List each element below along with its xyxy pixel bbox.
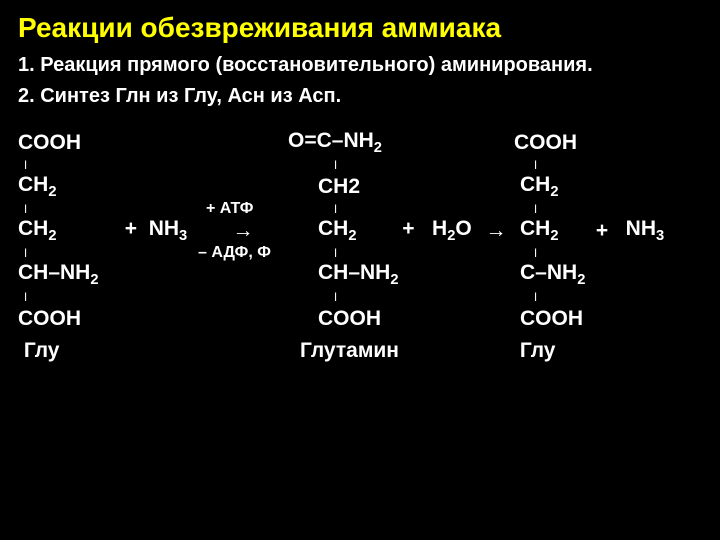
- reaction-row-3: CH2 CH2 CH2: [18, 172, 702, 202]
- bond: ǀ: [18, 160, 114, 170]
- glu2-cooh-bottom: COOH: [514, 307, 590, 331]
- bond: ǀ: [288, 248, 396, 258]
- plus-sign: +: [590, 219, 614, 243]
- reaction-labels: Глу Глутамин Глу: [18, 334, 702, 364]
- glu-c1-cooh: COOH: [18, 131, 114, 155]
- gln-c1-amide: O=C–NH2: [288, 129, 396, 156]
- spacer: [590, 347, 614, 351]
- reaction-row-1: COOH O=C–NH2 COOH: [18, 128, 702, 158]
- nh3-product: NH3: [614, 217, 674, 244]
- atp-label: + АТФ: [198, 202, 288, 216]
- reaction-row-5-main: CH2 + NH3 → CH2 + H2O → CH2 + NH3: [18, 216, 702, 246]
- bond: ǀ: [288, 160, 396, 170]
- glu-ch2b: CH2: [18, 217, 114, 244]
- spacer: [614, 347, 674, 351]
- reaction-diagram: COOH O=C–NH2 COOH ǀ ǀ ǀ CH2 CH2 CH2 ǀ + …: [18, 128, 702, 364]
- plus-nh3: + NH3: [114, 217, 198, 244]
- reaction-row-7: CH–NH2 CH–NH2 C–NH2: [18, 260, 702, 290]
- gln-chnh2: CH–NH2: [288, 261, 396, 288]
- gln-ch2: CH2: [288, 175, 396, 199]
- spacer: [198, 347, 288, 351]
- reaction-row-2-bond: ǀ ǀ ǀ: [18, 158, 702, 172]
- bond: ǀ: [288, 204, 396, 214]
- reaction-row-8-bond: ǀ ǀ ǀ: [18, 290, 702, 304]
- reaction-row-9: COOH COOH COOH: [18, 304, 702, 334]
- reaction-row-4-bond: ǀ + АТФ ǀ ǀ: [18, 202, 702, 216]
- glu-ch2: CH2: [18, 173, 114, 200]
- bond: ǀ: [18, 292, 114, 302]
- gln-ch2b: CH2: [288, 217, 396, 244]
- glu-cooh-bottom: COOH: [18, 307, 114, 331]
- subtitle-1: 1. Реакция прямого (восстановительного) …: [18, 54, 702, 77]
- bond: ǀ: [18, 204, 114, 214]
- glu2-c1-cooh: COOH: [514, 131, 590, 155]
- arrow-1: →: [198, 219, 288, 243]
- bond: ǀ: [514, 248, 590, 258]
- plus-h2o: + H2O: [396, 217, 478, 244]
- glutamine-label: Глутамин: [288, 335, 396, 363]
- spacer: [396, 347, 478, 351]
- bond: ǀ: [18, 248, 114, 258]
- arrow-2: →: [478, 219, 514, 243]
- glu2-label: Глу: [514, 335, 590, 363]
- spacer: [114, 347, 198, 351]
- slide-title: Реакции обезвреживания аммиака: [18, 12, 702, 44]
- glu-chnh2: CH–NH2: [18, 261, 114, 288]
- subtitle-2: 2. Синтез Глн из Глу, Асн из Асп.: [18, 85, 702, 108]
- bond: ǀ: [514, 292, 590, 302]
- glu-label: Глу: [18, 335, 114, 363]
- glu2-cnh2: C–NH2: [514, 261, 590, 288]
- glu2-ch2b: CH2: [514, 217, 590, 244]
- bond: ǀ: [288, 292, 396, 302]
- glu2-ch2: CH2: [514, 173, 590, 200]
- gln-cooh-bottom: COOH: [288, 307, 396, 331]
- bond: ǀ: [514, 160, 590, 170]
- adp-label: – АДФ, Ф: [198, 246, 288, 260]
- reaction-row-6-bond: ǀ – АДФ, Ф ǀ ǀ: [18, 246, 702, 260]
- bond: ǀ: [514, 204, 590, 214]
- spacer: [478, 347, 514, 351]
